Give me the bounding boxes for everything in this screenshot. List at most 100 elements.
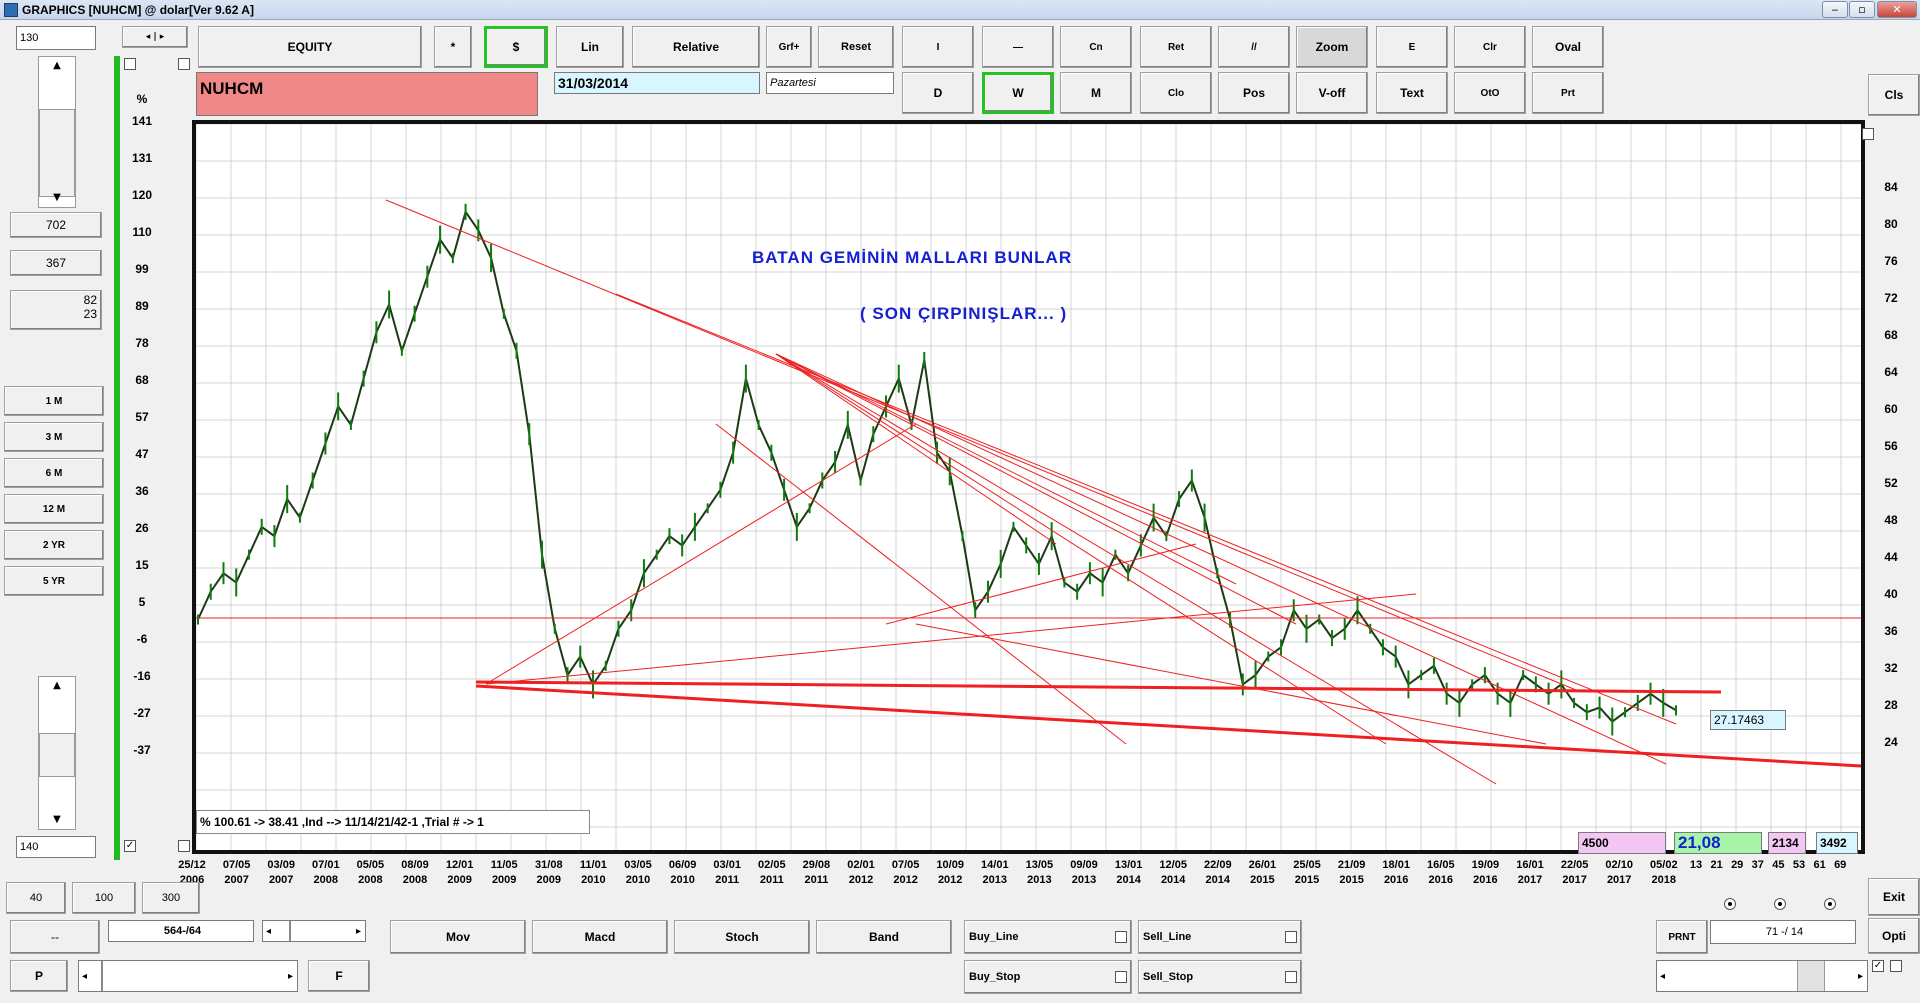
buy-line-checkbox[interactable]: [1115, 931, 1127, 943]
lin-button[interactable]: Lin: [556, 26, 624, 68]
scroll-down-icon[interactable]: ▼: [53, 192, 61, 203]
period-button-1m[interactable]: 1 M: [4, 386, 104, 416]
tool-oto-button[interactable]: OtO: [1454, 72, 1526, 114]
scroll-up-icon[interactable]: ▲: [53, 60, 61, 71]
period-button-5yr[interactable]: 5 YR: [4, 566, 104, 596]
x-axis-date-label: 13/01 2014: [1107, 858, 1151, 888]
radio-1[interactable]: [1724, 898, 1736, 910]
br-scroll-right-icon[interactable]: ▸: [1857, 970, 1863, 982]
checkbox-bottom-left[interactable]: ✓: [124, 840, 136, 852]
tool-zoom-button[interactable]: Zoom: [1296, 26, 1368, 68]
x-axis-day: 13/01: [1114, 859, 1143, 871]
f-button[interactable]: F: [308, 960, 370, 992]
star-button[interactable]: *: [434, 26, 472, 68]
btn-100[interactable]: 100: [72, 882, 136, 914]
prnt-button[interactable]: PRNT: [1656, 920, 1708, 954]
sell-stop-checkbox[interactable]: [1285, 971, 1297, 983]
exit-button[interactable]: Exit: [1868, 878, 1920, 916]
checkbox-bottom-right[interactable]: [178, 840, 190, 852]
checkbox-top-right[interactable]: [178, 58, 190, 70]
tool-oval-button[interactable]: Oval: [1532, 26, 1604, 68]
date-field[interactable]: 31/03/2014: [554, 72, 760, 94]
scroll-thumb[interactable]: [39, 733, 75, 777]
pf-scroll-right-icon[interactable]: ▸: [287, 970, 293, 982]
tool--button[interactable]: —: [982, 26, 1054, 68]
radio-2[interactable]: [1774, 898, 1786, 910]
buy-line-toggle[interactable]: Buy_Line: [964, 920, 1132, 954]
sell-line-toggle[interactable]: Sell_Line: [1138, 920, 1302, 954]
left-scrollbar-bottom[interactable]: ▲ ▼: [38, 676, 76, 830]
tool-cn-button[interactable]: Cn: [1060, 26, 1132, 68]
day-field[interactable]: Pazartesi: [766, 72, 894, 94]
pf-scrollbar[interactable]: ◂ ▸: [78, 960, 298, 992]
period-button-12m[interactable]: 12 M: [4, 494, 104, 524]
tool-voff-button[interactable]: V-off: [1296, 72, 1368, 114]
range-scroll-right-icon[interactable]: ▸: [355, 925, 361, 937]
indicator-macd-button[interactable]: Macd: [532, 920, 668, 954]
indicator-band-button[interactable]: Band: [816, 920, 952, 954]
scroll-down-icon[interactable]: ▼: [53, 814, 61, 825]
scroll-thumb[interactable]: [39, 109, 75, 197]
minimize-button[interactable]: ‒: [1822, 1, 1848, 18]
tool-prt-button[interactable]: Prt: [1532, 72, 1604, 114]
period-button-2yr[interactable]: 2 YR: [4, 530, 104, 560]
range-scroll-thumb[interactable]: [289, 921, 291, 941]
buy-stop-toggle[interactable]: Buy_Stop: [964, 960, 1132, 994]
tool-pos-button[interactable]: Pos: [1218, 72, 1290, 114]
mini-scroll[interactable]: ◂ | ▸: [122, 26, 188, 48]
btn-300[interactable]: 300: [142, 882, 200, 914]
checkbox-br-1[interactable]: ✓: [1872, 960, 1884, 972]
range-field[interactable]: 564-/64: [108, 920, 254, 942]
opti-button[interactable]: Opti: [1868, 918, 1920, 954]
tool--button[interactable]: //: [1218, 26, 1290, 68]
counter-field[interactable]: 71 -/ 14: [1710, 920, 1856, 944]
period-button-6m[interactable]: 6 M: [4, 458, 104, 488]
tool-e-button[interactable]: E: [1376, 26, 1448, 68]
tool-w-button[interactable]: W: [982, 72, 1054, 114]
range-scrollbar[interactable]: ◂ ▸: [262, 920, 366, 942]
pf-scroll-left-icon[interactable]: ◂: [82, 970, 88, 982]
equity-button[interactable]: EQUITY: [198, 26, 422, 68]
cls-button[interactable]: Cls: [1868, 74, 1920, 116]
relative-button[interactable]: Relative: [632, 26, 760, 68]
tool-i-button[interactable]: I: [902, 26, 974, 68]
pf-scroll-thumb[interactable]: [101, 961, 103, 991]
left-scrollbar-top[interactable]: ▲ ▼: [38, 56, 76, 208]
period-button-3m[interactable]: 3 M: [4, 422, 104, 452]
br-scroll-thumb[interactable]: [1797, 961, 1825, 991]
p-button[interactable]: P: [10, 960, 68, 992]
dash-button[interactable]: --: [10, 920, 100, 954]
sell-stop-toggle[interactable]: Sell_Stop: [1138, 960, 1302, 994]
checkbox-chart-corner[interactable]: [1862, 128, 1874, 140]
close-button[interactable]: ✕: [1877, 1, 1917, 18]
grf-plus-button[interactable]: Grf+: [766, 26, 812, 68]
tool-text-button[interactable]: Text: [1376, 72, 1448, 114]
dollar-button[interactable]: $: [484, 26, 548, 68]
range-scroll-left-icon[interactable]: ◂: [266, 925, 272, 937]
x-axis-year: 2014: [1116, 874, 1141, 886]
indicator-mov-button[interactable]: Mov: [390, 920, 526, 954]
br-scroll-left-icon[interactable]: ◂: [1660, 970, 1666, 982]
symbol-field[interactable]: NUHCM: [196, 72, 538, 116]
btn-40[interactable]: 40: [6, 882, 66, 914]
checkbox-top-left[interactable]: [124, 58, 136, 70]
price-chart[interactable]: [196, 124, 1861, 850]
bottom-value-field[interactable]: 140: [16, 836, 96, 858]
top-value-field[interactable]: 130: [16, 26, 96, 50]
tool-d-button[interactable]: D: [902, 72, 974, 114]
x-axis-day: 07/05: [891, 859, 920, 871]
scroll-up-icon[interactable]: ▲: [53, 680, 61, 691]
tool-clo-button[interactable]: Clo: [1140, 72, 1212, 114]
maximize-button[interactable]: ▫: [1849, 1, 1875, 18]
checkbox-br-2[interactable]: [1890, 960, 1902, 972]
tool-clr-button[interactable]: Clr: [1454, 26, 1526, 68]
radio-3[interactable]: [1824, 898, 1836, 910]
buy-stop-checkbox[interactable]: [1115, 971, 1127, 983]
reset-button[interactable]: Reset: [818, 26, 894, 68]
bottom-right-scrollbar[interactable]: ◂ ▸: [1656, 960, 1868, 992]
indicator-stoch-button[interactable]: Stoch: [674, 920, 810, 954]
tool-ret-button[interactable]: Ret: [1140, 26, 1212, 68]
tool-m-button[interactable]: M: [1060, 72, 1132, 114]
sell-line-checkbox[interactable]: [1285, 931, 1297, 943]
